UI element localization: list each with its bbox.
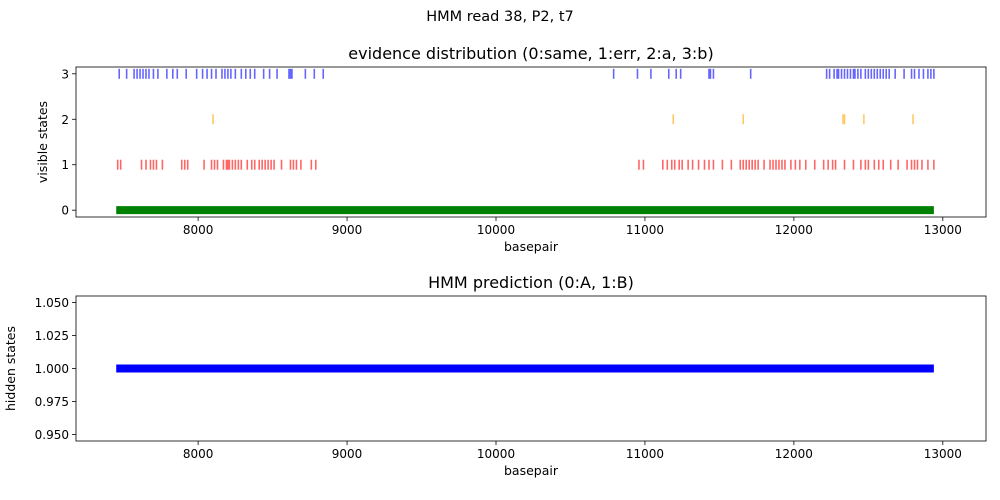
x-tick-label: 13000 <box>924 447 962 461</box>
y-tick-label: 3 <box>61 67 69 81</box>
x-tick-label: 10000 <box>477 447 515 461</box>
evidence-plot: evidence distribution (0:same, 1:err, 2:… <box>35 44 987 254</box>
x-tick-label: 8000 <box>183 223 214 237</box>
x-tick-label: 11000 <box>626 223 664 237</box>
plot-frame <box>75 295 987 442</box>
x-tick-label: 9000 <box>332 223 363 237</box>
y-axis-label: hidden states <box>3 326 18 411</box>
x-tick-label: 13000 <box>924 223 962 237</box>
x-tick-label: 10000 <box>477 223 515 237</box>
x-axis-label: basepair <box>504 239 559 254</box>
x-tick-label: 12000 <box>775 447 813 461</box>
plot-title: HMM prediction (0:A, 1:B) <box>428 273 634 292</box>
y-tick-label: 1.050 <box>35 296 69 310</box>
prediction-plot: HMM prediction (0:A, 1:B) 8000 9000 10000 11… <box>3 273 987 478</box>
y-tick-label: 1.000 <box>35 362 69 376</box>
y-tick-label: 1.025 <box>35 329 69 343</box>
x-tick-label: 8000 <box>183 447 214 461</box>
x-axis-label: basepair <box>504 463 559 478</box>
x-tick-label: 9000 <box>332 447 363 461</box>
figure-title: HMM read 38, P2, t7 <box>426 9 574 25</box>
y-tick-label: 1 <box>61 158 69 172</box>
y-tick-label: 2 <box>61 113 69 127</box>
plot-title: evidence distribution (0:same, 1:err, 2:… <box>348 44 713 63</box>
y-axis-label: visible states <box>35 101 50 183</box>
y-tick-label: 0 <box>61 204 69 218</box>
y-tick-label: 0.950 <box>35 428 69 442</box>
x-tick-label: 11000 <box>626 447 664 461</box>
x-tick-label: 12000 <box>775 223 813 237</box>
y-tick-label: 0.975 <box>35 395 69 409</box>
plot-frame <box>75 66 987 218</box>
